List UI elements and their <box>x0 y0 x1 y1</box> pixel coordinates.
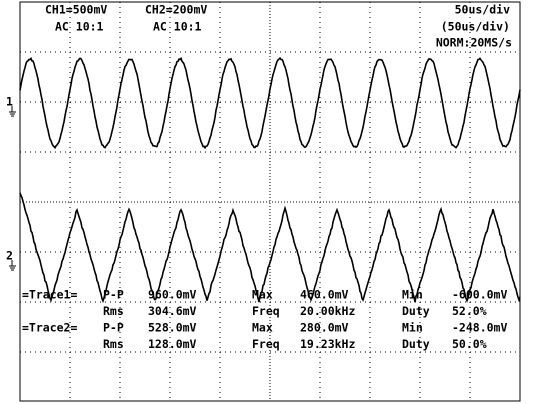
measurement-value: 460.0mV <box>300 288 349 302</box>
ch2-scale: CH2=200mV <box>145 3 207 17</box>
measurements: =Trace1= P-P 960.0mV Max 460.0mV Min -600.0mV R… <box>22 288 507 352</box>
measurement-value: 50.0% <box>452 337 487 351</box>
ch1-coupling: AC 10:1 <box>55 20 104 34</box>
measurement-value: 528.0mV <box>148 321 197 335</box>
measurement-name: Freq <box>252 304 280 318</box>
trace-label: =Trace2= <box>22 321 77 335</box>
measurement-value: -600.0mV <box>452 288 507 302</box>
measurement-name: Freq <box>252 337 280 351</box>
measurement-name: Min <box>402 321 423 335</box>
measurement-value: 52.0% <box>452 304 487 318</box>
measurement-value: 304.6mV <box>148 304 197 318</box>
measurement-value: 280.0mV <box>300 321 349 335</box>
measurement-name: Rms <box>103 304 124 318</box>
ground-symbols <box>9 106 16 270</box>
measurement-name: Max <box>252 321 273 335</box>
measurement-name: Min <box>402 288 423 302</box>
ch1-scale: CH1=500mV <box>45 3 107 17</box>
timebase: 50us/div <box>455 3 510 17</box>
measurement-name: Duty <box>402 304 430 318</box>
measurement-name: P-P <box>103 288 124 302</box>
measurement-value: 19.23kHz <box>300 337 355 351</box>
timebase-window: (50us/div) <box>441 20 510 34</box>
acquisition-mode: NORM:20MS/s <box>436 36 512 50</box>
measurement-name: P-P <box>103 321 124 335</box>
measurement-value: 20.00kHz <box>300 304 355 318</box>
measurement-name: Duty <box>402 337 430 351</box>
ch2-coupling: AC 10:1 <box>153 20 202 34</box>
measurement-name: Max <box>252 288 273 302</box>
measurement-value: 128.0mV <box>148 337 197 351</box>
trace-label: =Trace1= <box>22 288 77 302</box>
measurement-name: Rms <box>103 337 124 351</box>
measurement-value: 960.0mV <box>148 288 197 302</box>
measurement-value: -248.0mV <box>452 321 507 335</box>
